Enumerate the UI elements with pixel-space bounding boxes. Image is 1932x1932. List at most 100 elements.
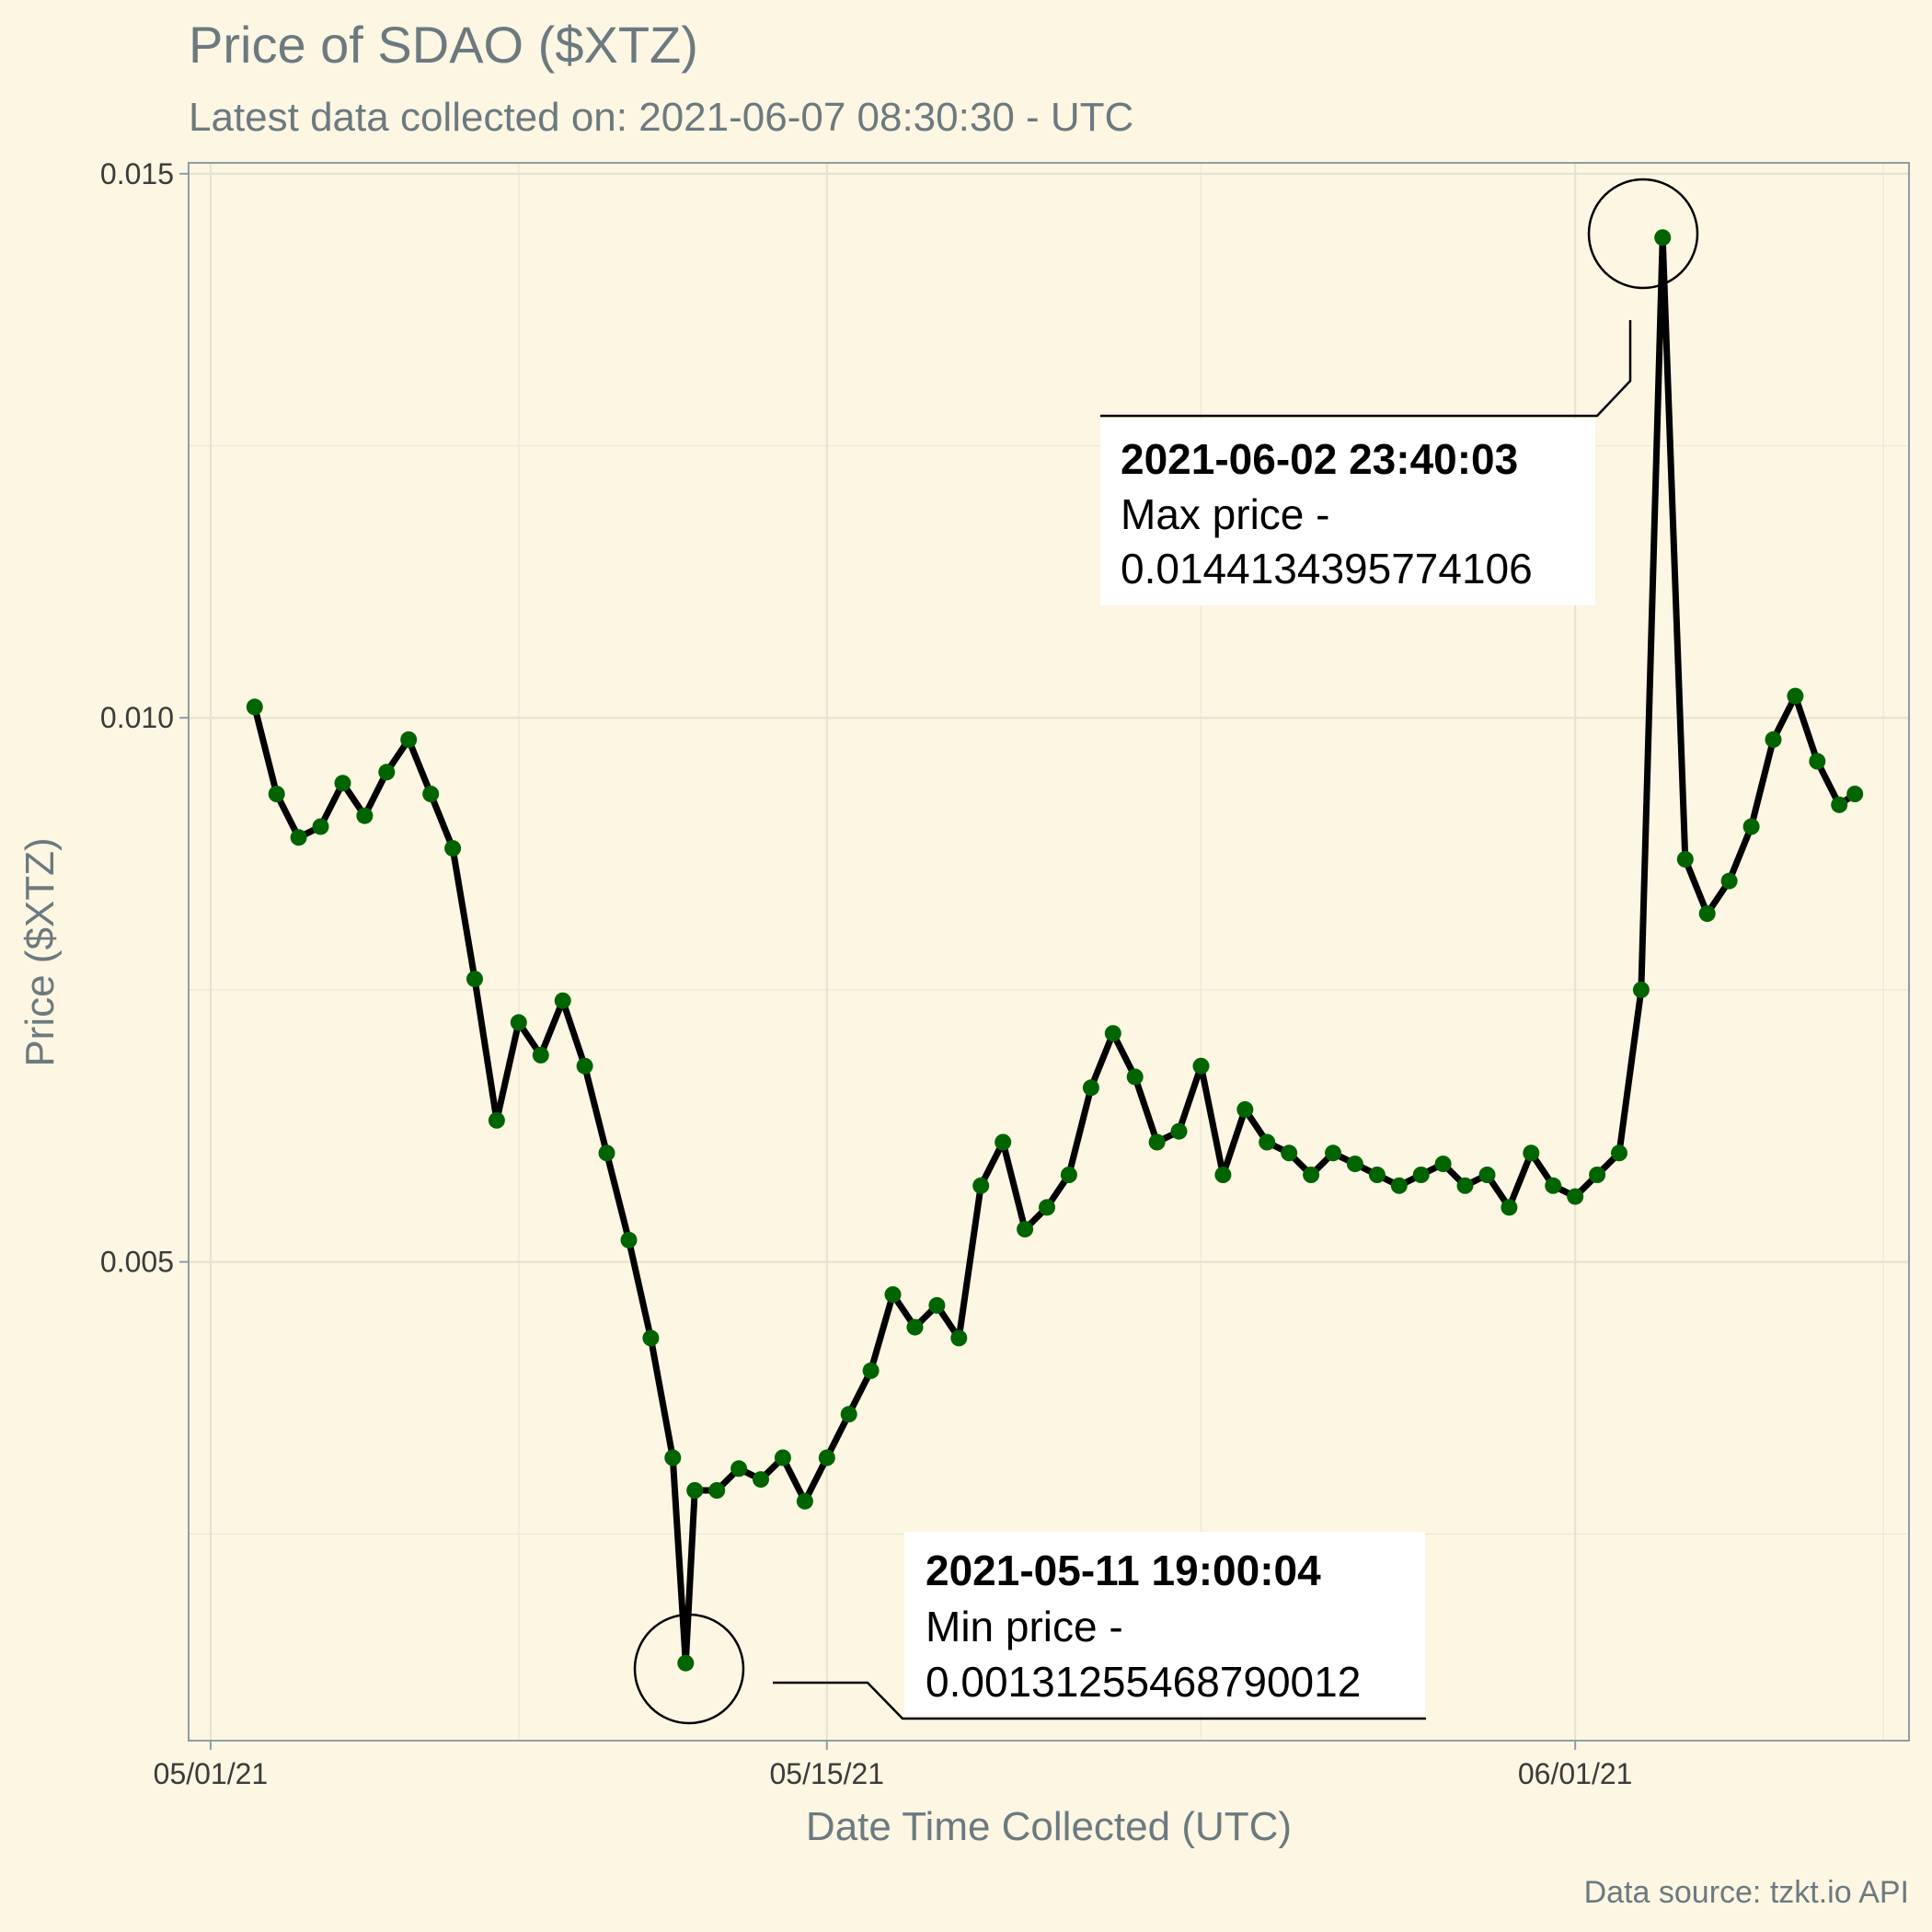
price-point bbox=[1259, 1133, 1276, 1151]
price-point bbox=[774, 1449, 791, 1466]
price-point bbox=[1501, 1199, 1518, 1216]
price-point bbox=[1742, 818, 1760, 835]
max-highlight-circle bbox=[1587, 178, 1699, 290]
y-tick-label: 0.005 bbox=[100, 1246, 174, 1279]
price-point bbox=[1720, 872, 1738, 890]
price-point bbox=[1390, 1177, 1408, 1194]
price-point bbox=[1846, 786, 1864, 802]
titles: Price of SDAO ($XTZ) Latest data collect… bbox=[189, 16, 1133, 140]
price-point bbox=[620, 1231, 638, 1248]
price-point bbox=[730, 1460, 748, 1478]
price-point bbox=[1434, 1156, 1452, 1173]
price-point bbox=[1831, 796, 1848, 813]
price-point bbox=[950, 1329, 968, 1347]
price-point bbox=[1632, 981, 1650, 998]
price-point bbox=[686, 1482, 704, 1499]
price-point bbox=[1545, 1177, 1562, 1194]
y-tick-label: 0.010 bbox=[100, 701, 174, 734]
data-source-caption: Data source: tzkt.io API bbox=[1584, 1875, 1909, 1910]
price-point bbox=[1281, 1144, 1298, 1162]
price-point bbox=[576, 1057, 593, 1075]
price-point bbox=[1567, 1188, 1584, 1205]
price-point bbox=[1765, 730, 1782, 748]
price-point bbox=[1589, 1167, 1606, 1183]
price-point bbox=[1654, 229, 1672, 247]
price-point bbox=[334, 775, 351, 792]
price-point bbox=[708, 1482, 726, 1499]
price-point bbox=[488, 1111, 505, 1129]
price-series bbox=[246, 229, 1864, 1672]
y-tick-label: 0.015 bbox=[100, 157, 174, 190]
min-label-value: 0.00131255468790012 bbox=[926, 1658, 1361, 1706]
price-point bbox=[840, 1406, 857, 1423]
min-label-time: 2021-05-11 19:00:04 bbox=[926, 1547, 1321, 1594]
price-point bbox=[1325, 1144, 1341, 1162]
price-point bbox=[1148, 1133, 1166, 1151]
price-point bbox=[510, 1014, 527, 1031]
price-point bbox=[1478, 1167, 1496, 1183]
price-point bbox=[753, 1471, 769, 1489]
price-point bbox=[906, 1318, 924, 1336]
price-point bbox=[1787, 687, 1804, 705]
price-point bbox=[1236, 1101, 1254, 1118]
price-point bbox=[268, 786, 285, 802]
price-point bbox=[422, 786, 440, 802]
price-point bbox=[290, 829, 307, 846]
max-label-value: 0.0144134395774106 bbox=[1121, 545, 1533, 592]
price-point bbox=[1456, 1177, 1474, 1194]
min-label-text: Min price - bbox=[926, 1603, 1123, 1650]
price-point bbox=[1039, 1199, 1055, 1216]
price-point bbox=[1060, 1167, 1077, 1183]
price-point bbox=[1192, 1057, 1210, 1075]
chart-subtitle: Latest data collected on: 2021-06-07 08:… bbox=[189, 95, 1133, 140]
price-point bbox=[444, 840, 462, 857]
min-callout-line bbox=[773, 1681, 1426, 1720]
price-point bbox=[972, 1177, 990, 1194]
price-point bbox=[1412, 1167, 1430, 1183]
price-point bbox=[1523, 1144, 1540, 1162]
price-point bbox=[928, 1296, 946, 1314]
max-label-text: Max price - bbox=[1121, 490, 1329, 538]
price-point bbox=[598, 1144, 615, 1162]
price-point bbox=[378, 764, 396, 781]
x-tick-label: 05/01/21 bbox=[154, 1757, 269, 1790]
price-point bbox=[1611, 1144, 1627, 1162]
max-label-box bbox=[1100, 419, 1595, 605]
price-point bbox=[1214, 1167, 1232, 1183]
price-point bbox=[1082, 1079, 1099, 1097]
price-point bbox=[995, 1133, 1012, 1151]
price-point bbox=[1126, 1068, 1144, 1086]
price-point bbox=[1170, 1122, 1188, 1140]
gridlines bbox=[189, 163, 1909, 1741]
price-point bbox=[1368, 1167, 1386, 1183]
price-point bbox=[400, 730, 418, 748]
price-point bbox=[1809, 753, 1826, 770]
price-point bbox=[312, 818, 329, 835]
min-highlight-circle bbox=[633, 1613, 745, 1725]
price-point bbox=[1017, 1221, 1034, 1238]
min-label-box bbox=[904, 1532, 1425, 1716]
min-annotation: 2021-05-11 19:00:04 Min price - 0.001312… bbox=[633, 1532, 1426, 1725]
price-point bbox=[1303, 1167, 1320, 1183]
price-point bbox=[554, 992, 571, 1009]
x-tick-label: 05/15/21 bbox=[769, 1757, 884, 1790]
price-point bbox=[466, 971, 483, 988]
price-line bbox=[251, 234, 1857, 1667]
price-point bbox=[862, 1362, 880, 1379]
price-point bbox=[818, 1449, 835, 1466]
plot-border bbox=[188, 162, 1910, 1742]
axes: 05/01/21 05/15/21 06/01/21 0.005 0.010 0.015 bbox=[100, 157, 1633, 1790]
max-label-time: 2021-06-02 23:40:03 bbox=[1121, 435, 1518, 483]
price-point bbox=[1104, 1025, 1121, 1042]
price-point bbox=[796, 1492, 813, 1510]
price-point bbox=[884, 1286, 902, 1304]
price-point bbox=[664, 1449, 682, 1466]
price-point bbox=[1698, 905, 1716, 923]
price-point bbox=[532, 1046, 549, 1064]
price-point bbox=[356, 807, 374, 824]
x-axis-title: Date Time Collected (UTC) bbox=[806, 1804, 1292, 1849]
chart-title: Price of SDAO ($XTZ) bbox=[189, 16, 698, 74]
x-tick-label: 06/01/21 bbox=[1518, 1757, 1633, 1790]
max-callout-line bbox=[1100, 320, 1632, 418]
